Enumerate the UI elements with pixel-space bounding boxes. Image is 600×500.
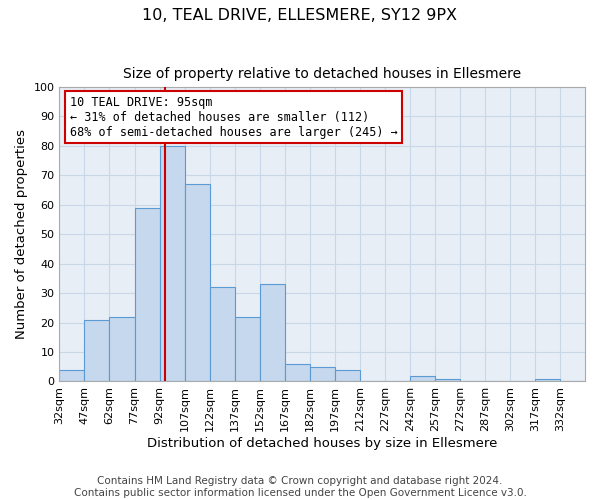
Bar	[435, 378, 460, 382]
Bar	[335, 370, 360, 382]
Bar	[59, 370, 85, 382]
Bar	[284, 364, 310, 382]
Y-axis label: Number of detached properties: Number of detached properties	[15, 129, 28, 339]
Bar	[235, 316, 260, 382]
Text: 10 TEAL DRIVE: 95sqm
← 31% of detached houses are smaller (112)
68% of semi-deta: 10 TEAL DRIVE: 95sqm ← 31% of detached h…	[70, 96, 398, 138]
Bar	[185, 184, 209, 382]
Title: Size of property relative to detached houses in Ellesmere: Size of property relative to detached ho…	[123, 68, 521, 82]
Text: Contains HM Land Registry data © Crown copyright and database right 2024.
Contai: Contains HM Land Registry data © Crown c…	[74, 476, 526, 498]
Bar	[85, 320, 109, 382]
Bar	[535, 378, 560, 382]
Bar	[209, 287, 235, 382]
Bar	[410, 376, 435, 382]
Bar	[310, 366, 335, 382]
Bar	[134, 208, 160, 382]
X-axis label: Distribution of detached houses by size in Ellesmere: Distribution of detached houses by size …	[147, 437, 497, 450]
Text: 10, TEAL DRIVE, ELLESMERE, SY12 9PX: 10, TEAL DRIVE, ELLESMERE, SY12 9PX	[143, 8, 458, 22]
Bar	[160, 146, 185, 382]
Bar	[260, 284, 284, 382]
Bar	[109, 316, 134, 382]
